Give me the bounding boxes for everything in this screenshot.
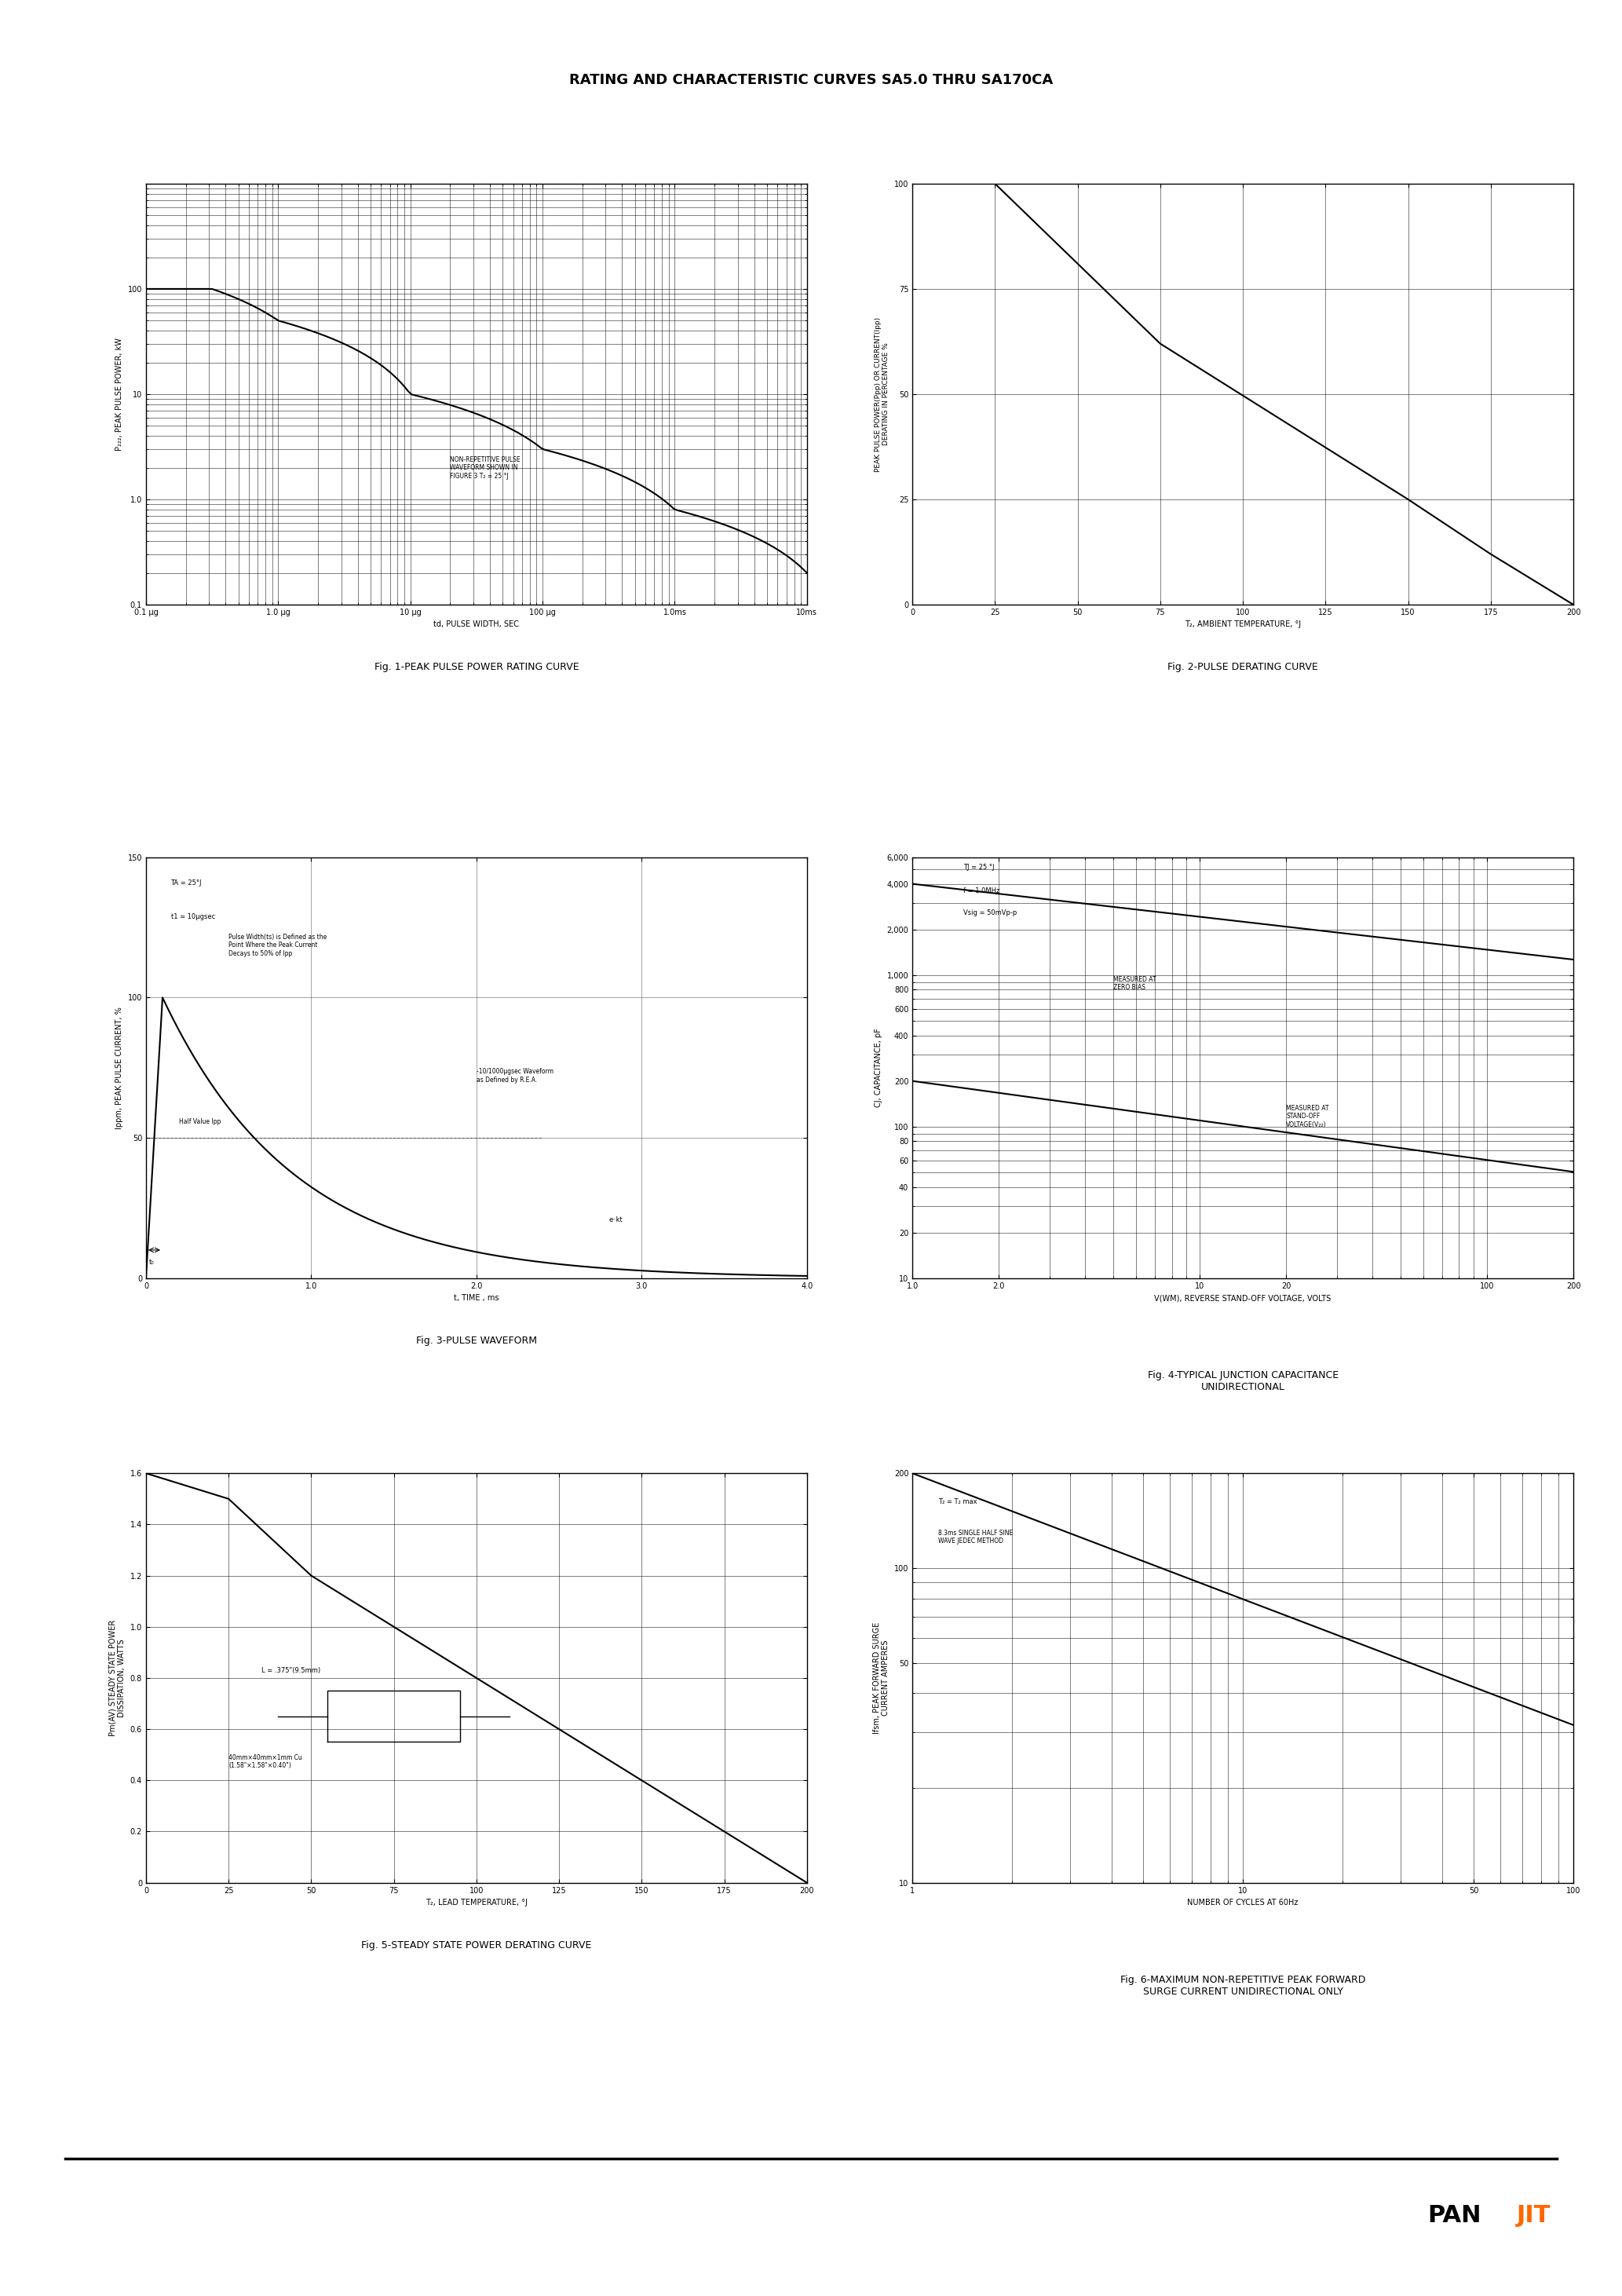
Text: PAN: PAN (1427, 2204, 1481, 2227)
Text: JIT: JIT (1517, 2204, 1551, 2227)
Text: 40mm×40mm×1mm Cu
(1.58"×1.58"×0.40"): 40mm×40mm×1mm Cu (1.58"×1.58"×0.40") (229, 1754, 302, 1770)
Text: RATING AND CHARACTERISTIC CURVES SA5.0 THRU SA170CA: RATING AND CHARACTERISTIC CURVES SA5.0 T… (569, 73, 1053, 87)
Y-axis label: CJ, CAPACITANCE, pF: CJ, CAPACITANCE, pF (874, 1029, 882, 1107)
Y-axis label: P₂₂₂, PEAK PULSE POWER, kW: P₂₂₂, PEAK PULSE POWER, kW (115, 338, 123, 450)
Y-axis label: Ifsm, PEAK FORWARD SURGE
CURRENT AMPERES: Ifsm, PEAK FORWARD SURGE CURRENT AMPERES (873, 1623, 890, 1733)
Text: Fig. 3-PULSE WAVEFORM: Fig. 3-PULSE WAVEFORM (415, 1336, 537, 1345)
Text: t₀: t₀ (149, 1258, 154, 1265)
Text: Fig. 1-PEAK PULSE POWER RATING CURVE: Fig. 1-PEAK PULSE POWER RATING CURVE (375, 661, 579, 673)
Text: Vsig = 50mVp-p: Vsig = 50mVp-p (963, 909, 1017, 916)
Text: T₂ = T₂ max: T₂ = T₂ max (939, 1499, 978, 1506)
Y-axis label: PEAK PULSE POWER(Ppp) OR CURRENT(Ipp)
DERATING IN PERCENTAGE %: PEAK PULSE POWER(Ppp) OR CURRENT(Ipp) DE… (874, 317, 890, 471)
Text: Pulse Width(ts) is Defined as the
Point Where the Peak Current
Decays to 50% of : Pulse Width(ts) is Defined as the Point … (229, 934, 328, 957)
X-axis label: NUMBER OF CYCLES AT 60Hz: NUMBER OF CYCLES AT 60Hz (1187, 1899, 1298, 1906)
X-axis label: T₂, AMBIENT TEMPERATURE, °J: T₂, AMBIENT TEMPERATURE, °J (1184, 620, 1301, 629)
X-axis label: T₂, LEAD TEMPERATURE, °J: T₂, LEAD TEMPERATURE, °J (425, 1899, 527, 1906)
Text: -10/1000µgsec Waveform
as Defined by R.E.A.: -10/1000µgsec Waveform as Defined by R.E… (477, 1068, 553, 1084)
X-axis label: td, PULSE WIDTH, SEC: td, PULSE WIDTH, SEC (433, 620, 519, 629)
Text: e⁻kt: e⁻kt (608, 1217, 623, 1224)
Y-axis label: Pm(AV) STEADY STATE POWER
DISSIPATION, WATTS: Pm(AV) STEADY STATE POWER DISSIPATION, W… (109, 1619, 127, 1736)
Y-axis label: Ippm, PEAK PULSE CURRENT, %: Ippm, PEAK PULSE CURRENT, % (115, 1006, 123, 1130)
Text: f = 1.0MHz: f = 1.0MHz (963, 886, 999, 893)
Text: Half Value Ipp: Half Value Ipp (178, 1118, 221, 1125)
Text: TJ = 25 °J: TJ = 25 °J (963, 863, 994, 870)
Text: TA = 25°J: TA = 25°J (170, 879, 201, 886)
Text: MEASURED AT
ZERO BIAS: MEASURED AT ZERO BIAS (1113, 976, 1156, 992)
Text: t1 = 10µgsec: t1 = 10µgsec (170, 914, 216, 921)
Text: Fig. 5-STEADY STATE POWER DERATING CURVE: Fig. 5-STEADY STATE POWER DERATING CURVE (362, 1940, 592, 1949)
Text: Fig. 2-PULSE DERATING CURVE: Fig. 2-PULSE DERATING CURVE (1168, 661, 1319, 673)
Text: NON-REPETITIVE PULSE
WAVEFORM SHOWN IN
FIGURE 3 T₂ = 25 °J: NON-REPETITIVE PULSE WAVEFORM SHOWN IN F… (451, 457, 521, 480)
Text: Fig. 4-TYPICAL JUNCTION CAPACITANCE
UNIDIRECTIONAL: Fig. 4-TYPICAL JUNCTION CAPACITANCE UNID… (1147, 1371, 1338, 1391)
X-axis label: t, TIME , ms: t, TIME , ms (454, 1295, 500, 1302)
Text: 8.3ms SINGLE HALF SINE
WAVE JEDEC METHOD: 8.3ms SINGLE HALF SINE WAVE JEDEC METHOD (939, 1529, 1014, 1545)
Text: L = .375"(9.5mm): L = .375"(9.5mm) (261, 1667, 321, 1674)
X-axis label: V(WM), REVERSE STAND-OFF VOLTAGE, VOLTS: V(WM), REVERSE STAND-OFF VOLTAGE, VOLTS (1155, 1295, 1332, 1302)
Text: MEASURED AT
STAND-OFF
VOLTAGE(V₂₂): MEASURED AT STAND-OFF VOLTAGE(V₂₂) (1286, 1104, 1328, 1127)
Text: Fig. 6-MAXIMUM NON-REPETITIVE PEAK FORWARD
SURGE CURRENT UNIDIRECTIONAL ONLY: Fig. 6-MAXIMUM NON-REPETITIVE PEAK FORWA… (1121, 1975, 1366, 1998)
